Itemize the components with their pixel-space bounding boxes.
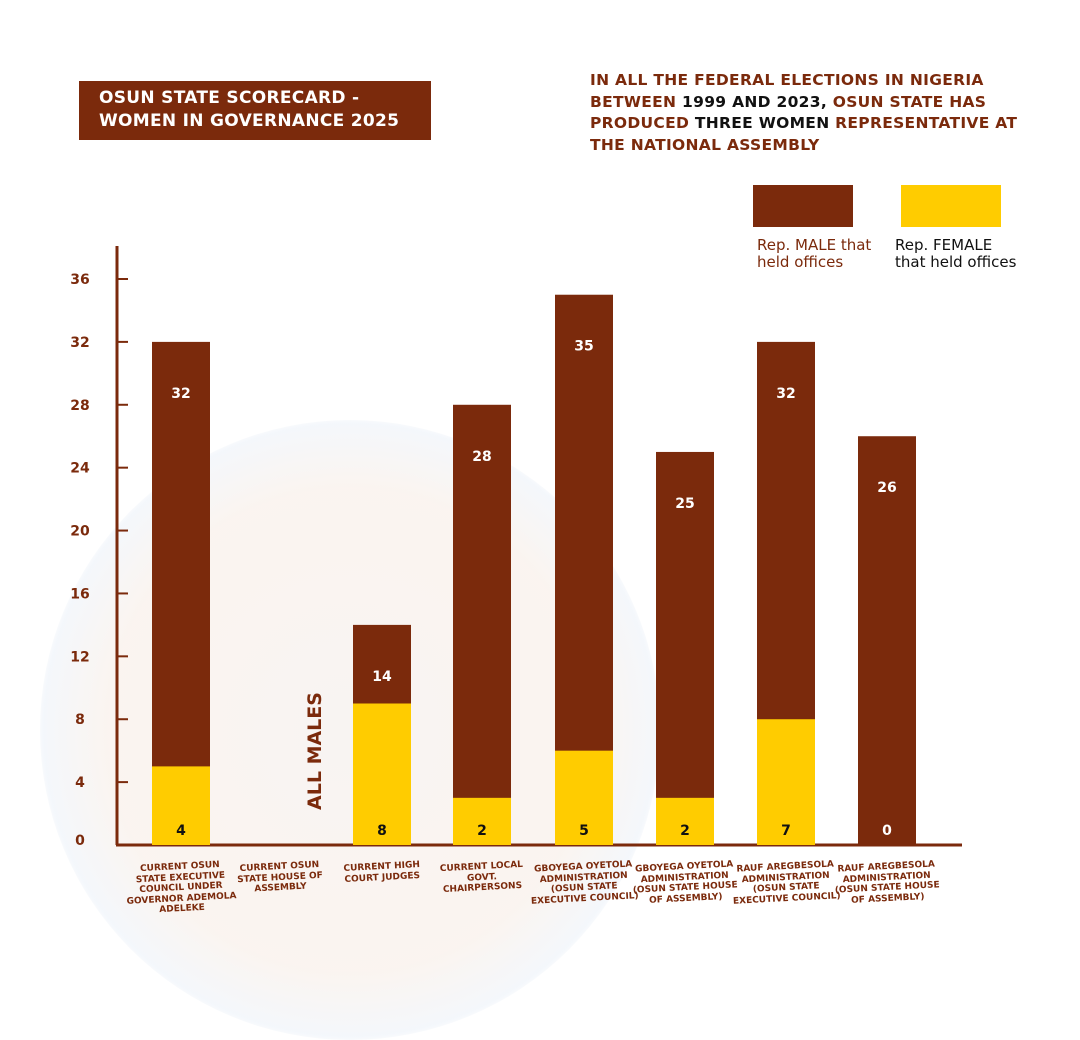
subtitle-part: REPRESENTATIVE AT THE NATIONAL ASSEMBLY bbox=[590, 114, 1018, 154]
bar-female-label: 2 bbox=[680, 823, 690, 839]
y-tick-label: 16 bbox=[70, 586, 89, 602]
y-tick-label: 32 bbox=[70, 335, 89, 351]
bar-female-label: 8 bbox=[377, 823, 387, 839]
bar-male-label: 25 bbox=[675, 496, 694, 512]
bar-chart: 0 4 8 12 16 20 24 28 32 36 32 4 14 8 28 2 35 5 25 2 32 7 26 0 bbox=[70, 246, 962, 849]
legend-swatch-female bbox=[901, 185, 1001, 227]
subtitle-part: IN ALL THE FEDERAL ELECTIONS IN NIGERIA … bbox=[590, 71, 984, 111]
bar-male bbox=[656, 451, 714, 845]
y-tick-label: 8 bbox=[75, 712, 85, 728]
bar-female-label: 5 bbox=[579, 823, 589, 839]
legend-female: Rep. FEMALE that held offices bbox=[895, 185, 1025, 271]
y-tick-label: 12 bbox=[70, 649, 89, 665]
bar-female bbox=[757, 719, 815, 845]
subtitle-part: 1999 AND 2023, bbox=[682, 92, 828, 111]
bar-male-label: 35 bbox=[574, 339, 593, 355]
bar-female bbox=[453, 797, 511, 845]
bar-female bbox=[152, 766, 210, 845]
x-tick-label: GBOYEGA OYETOLA ADMINISTRATION (OSUN STA… bbox=[632, 859, 738, 906]
bar-male-label: 14 bbox=[372, 669, 392, 685]
bar-female bbox=[656, 797, 714, 845]
bar-male bbox=[453, 404, 511, 845]
legend-male: Rep. MALE that held offices bbox=[753, 185, 887, 271]
legend-label: Rep. FEMALE that held offices bbox=[895, 236, 1017, 271]
x-tick-label: CURRENT OSUN STATE EXECUTIVE COUNCIL UND… bbox=[126, 859, 237, 916]
title-line: OSUN STATE SCORECARD - bbox=[99, 88, 360, 108]
x-tick-label: CURRENT LOCAL GOVT. CHAIRPERSONS bbox=[439, 859, 524, 896]
bar-female-label: 0 bbox=[882, 823, 892, 839]
subtitle-part: OSUN STATE HAS PRODUCED bbox=[590, 92, 987, 133]
bar-female-label: 2 bbox=[477, 823, 487, 839]
y-tick-label: 36 bbox=[70, 272, 89, 288]
bar-female bbox=[555, 750, 613, 845]
subtitle-part: THREE WOMEN bbox=[694, 114, 830, 132]
x-tick-label: RAUF AREGBESOLA ADMINISTRATION (OSUN STA… bbox=[732, 859, 841, 907]
legend-swatch-male bbox=[753, 185, 853, 227]
y-tick-label: 24 bbox=[70, 461, 90, 477]
y-tick-label: 20 bbox=[70, 524, 90, 540]
x-tick-label: RAUF AREGBESOLA ADMINISTRATION (OSUN STA… bbox=[834, 859, 940, 906]
all-males-annotation: ALL MALES bbox=[304, 692, 326, 810]
y-tick-label: 4 bbox=[75, 775, 85, 791]
x-tick-label: CURRENT OSUN STATE HOUSE OF ASSEMBLY bbox=[236, 859, 324, 895]
bar-male-label: 32 bbox=[171, 386, 190, 402]
bar-female bbox=[353, 703, 411, 845]
bar-male bbox=[152, 341, 210, 845]
bar-female-label: 4 bbox=[176, 823, 186, 839]
y-tick-label: 0 bbox=[75, 833, 85, 849]
y-tick-label: 28 bbox=[70, 398, 89, 414]
subtitle: IN ALL THE FEDERAL ELECTIONS IN NIGERIA … bbox=[590, 70, 1030, 156]
legend-label: Rep. MALE that held offices bbox=[757, 236, 872, 271]
bar-male-label: 32 bbox=[776, 386, 795, 402]
chart-title: OSUN STATE SCORECARD - WOMEN IN GOVERNAN… bbox=[79, 81, 431, 140]
title-line: WOMEN IN GOVERNANCE 2025 bbox=[99, 111, 400, 131]
bar-male-label: 26 bbox=[877, 480, 896, 496]
bar-male-label: 28 bbox=[472, 449, 491, 465]
x-tick-label: GBOYEGA OYETOLA ADMINISTRATION (OSUN STA… bbox=[530, 859, 639, 907]
bar-female-label: 7 bbox=[781, 823, 791, 839]
bar-male bbox=[858, 436, 916, 845]
